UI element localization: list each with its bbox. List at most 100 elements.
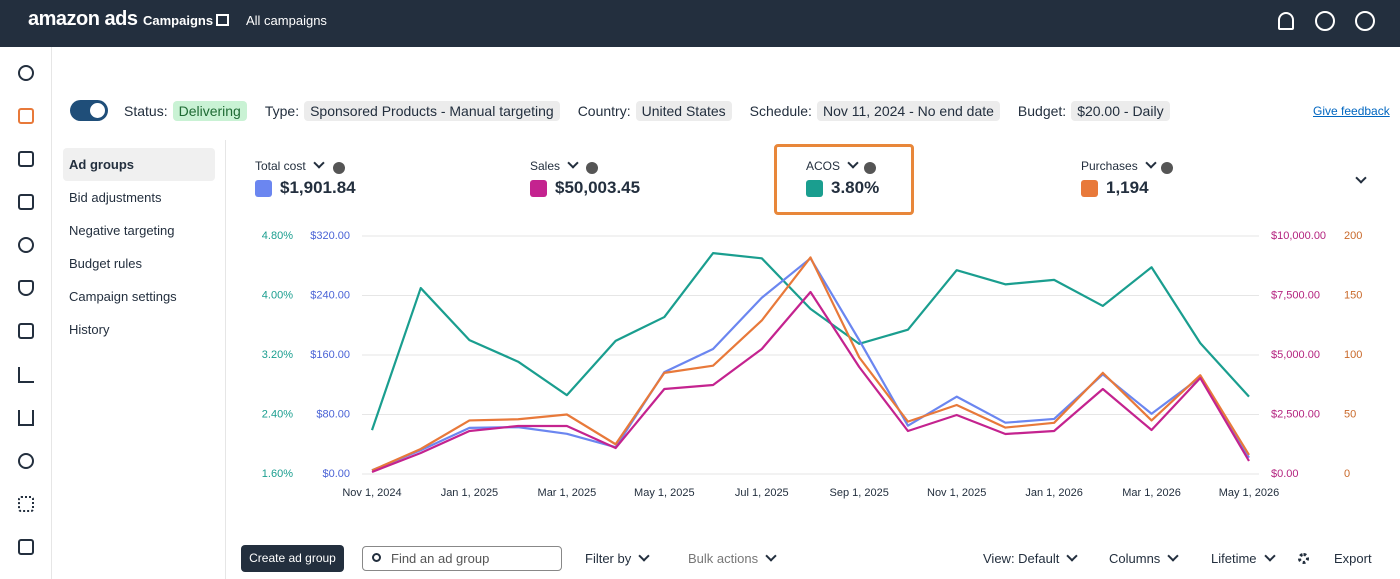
settings-icon[interactable]	[1298, 553, 1309, 564]
info-icon	[864, 162, 876, 174]
field-label: Budget:	[1017, 103, 1067, 119]
y-tick-label: $160.00	[310, 349, 350, 361]
metric-name[interactable]: ACOS	[806, 159, 857, 173]
home-icon[interactable]	[216, 14, 229, 26]
y-tick-label: $0.00	[322, 468, 350, 480]
metric-swatch	[806, 180, 823, 197]
account-icon[interactable]	[1355, 11, 1375, 31]
field-label: Type:	[264, 103, 300, 119]
metric-value: $50,003.45	[555, 178, 641, 197]
field-label: Country:	[577, 103, 631, 119]
rail-icon[interactable]	[18, 496, 34, 512]
bulk-dropdown[interactable]: Bulk actions	[688, 551, 775, 566]
sub-nav-item[interactable]: Bid adjustments	[69, 190, 162, 205]
field-value: United States	[635, 101, 732, 121]
help-icon[interactable]	[1315, 11, 1335, 31]
y-tick-label: $0.00	[1271, 468, 1299, 480]
metric-value: 3.80%	[831, 178, 880, 197]
sub-nav-item[interactable]: History	[69, 322, 110, 337]
search-input[interactable]: Find an ad group	[362, 546, 562, 571]
sub-nav-item[interactable]: Budget rules	[69, 256, 142, 271]
bell-icon[interactable]	[1278, 12, 1294, 30]
status-field: Schedule: Nov 11, 2024 - No end date	[750, 101, 1000, 121]
status-field: Country: United States	[578, 101, 732, 121]
rail-icon[interactable]	[18, 194, 34, 210]
rail-icon[interactable]	[18, 539, 34, 555]
sub-nav-item[interactable]: Campaign settings	[69, 289, 177, 304]
y-tick-label: $2,500.00	[1271, 408, 1320, 420]
x-tick-label: Jul 1, 2025	[735, 487, 789, 499]
rail-icon[interactable]	[18, 151, 34, 167]
rail-icon[interactable]	[18, 323, 34, 339]
export-button[interactable]: Export	[1334, 551, 1372, 566]
y-tick-label: 2.40%	[262, 408, 293, 420]
y-tick-label: $320.00	[310, 230, 350, 242]
y-tick-label: 150	[1344, 289, 1362, 301]
y-tick-label: 3.20%	[262, 349, 293, 361]
rail-icon[interactable]	[18, 237, 34, 253]
series-line	[370, 252, 1250, 431]
view-dropdown[interactable]: View: Default	[983, 551, 1076, 566]
search-icon	[372, 553, 381, 562]
x-tick-label: Nov 1, 2024	[342, 487, 401, 499]
nav-item[interactable]: All campaigns	[246, 13, 327, 28]
rail-icon[interactable]	[18, 108, 34, 124]
x-tick-label: Nov 1, 2025	[927, 487, 986, 499]
field-label: Status:	[124, 103, 168, 119]
field-label: Schedule:	[749, 103, 812, 119]
feedback-link[interactable]: Give feedback	[1313, 104, 1390, 118]
metric-swatch	[1081, 180, 1098, 197]
status-field: Status: Delivering	[124, 101, 247, 121]
columns-dropdown[interactable]: Columns	[1109, 551, 1177, 566]
highlight-box	[774, 144, 914, 215]
x-tick-label: Jan 1, 2026	[1025, 487, 1083, 499]
x-tick-label: May 1, 2025	[634, 487, 695, 499]
field-value: Delivering	[172, 101, 247, 121]
info-icon	[586, 162, 598, 174]
series-line	[371, 290, 1250, 474]
metric-name[interactable]: Total cost	[255, 159, 323, 173]
brand[interactable]: amazon ads	[28, 8, 138, 30]
sub-nav-item[interactable]: Negative targeting	[69, 223, 175, 238]
create-button[interactable]: Create ad group	[241, 545, 344, 572]
nav-item[interactable]: Campaigns	[143, 13, 214, 28]
status-field: Type: Sponsored Products - Manual targeti…	[265, 101, 560, 121]
rail-icon[interactable]	[18, 65, 34, 81]
field-value: Nov 11, 2024 - No end date	[816, 101, 1000, 121]
rail-icon[interactable]	[18, 367, 34, 383]
metric-swatch	[530, 180, 547, 197]
y-tick-label: 200	[1344, 230, 1362, 242]
filter-dropdown[interactable]: Filter by	[585, 551, 648, 566]
x-tick-label: Mar 1, 2026	[1122, 487, 1181, 499]
metric-swatch	[255, 180, 272, 197]
status-field: Budget: $20.00 - Daily	[1018, 101, 1170, 121]
field-value: $20.00 - Daily	[1071, 101, 1170, 121]
rail-icon[interactable]	[18, 410, 34, 426]
metric-name[interactable]: Sales	[530, 159, 577, 173]
sub-nav: Ad groups Bid adjustments Negative targeti…	[52, 140, 226, 579]
status-bar: Status: Delivering Type: Sponsored Products…	[124, 101, 1170, 121]
y-tick-label: 0	[1344, 468, 1350, 480]
y-tick-label: 4.80%	[262, 230, 293, 242]
info-icon	[333, 162, 345, 174]
y-tick-label: 4.00%	[262, 289, 293, 301]
series-line	[371, 257, 1250, 472]
metric-name[interactable]: Purchases	[1081, 159, 1155, 173]
x-tick-label: Jan 1, 2025	[441, 487, 499, 499]
metric-value: 1,194	[1106, 178, 1149, 197]
toggle[interactable]	[70, 100, 108, 121]
x-tick-label: May 1, 2026	[1219, 487, 1280, 499]
y-tick-label: 100	[1344, 349, 1362, 361]
info-icon	[1161, 162, 1173, 174]
range-dropdown[interactable]: Lifetime	[1211, 551, 1274, 566]
sub-nav-item[interactable]: Ad groups	[63, 148, 215, 181]
icon-rail	[0, 47, 52, 579]
x-tick-label: Mar 1, 2025	[538, 487, 597, 499]
rail-icon[interactable]	[18, 453, 34, 469]
y-tick-label: $10,000.00	[1271, 230, 1326, 242]
rail-icon[interactable]	[18, 280, 34, 296]
y-tick-label: $7,500.00	[1271, 289, 1320, 301]
metric-value: $1,901.84	[280, 178, 356, 197]
